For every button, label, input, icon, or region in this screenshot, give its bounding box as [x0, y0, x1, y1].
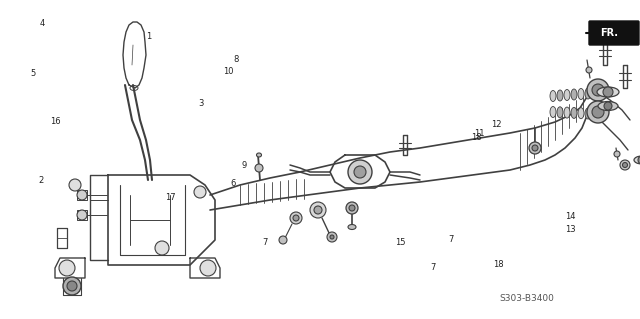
Text: 3: 3: [198, 99, 204, 108]
Ellipse shape: [585, 108, 591, 119]
Text: 8: 8: [234, 55, 239, 63]
Text: FR.: FR.: [600, 28, 618, 38]
Circle shape: [620, 160, 630, 170]
Circle shape: [614, 151, 620, 157]
Text: 14: 14: [565, 212, 575, 221]
Text: 18: 18: [471, 133, 482, 142]
Circle shape: [327, 232, 337, 242]
Ellipse shape: [557, 90, 563, 101]
Circle shape: [623, 162, 627, 167]
Circle shape: [354, 166, 366, 178]
Ellipse shape: [571, 89, 577, 100]
Circle shape: [529, 142, 541, 154]
Circle shape: [293, 215, 299, 221]
Ellipse shape: [634, 156, 640, 164]
Text: 15: 15: [396, 238, 406, 247]
Ellipse shape: [557, 107, 563, 118]
Ellipse shape: [585, 88, 591, 99]
Circle shape: [155, 241, 169, 255]
Text: 16: 16: [50, 117, 61, 126]
Text: 1: 1: [146, 32, 151, 41]
Text: 12: 12: [492, 120, 502, 129]
Ellipse shape: [550, 107, 556, 117]
Ellipse shape: [257, 153, 262, 157]
Circle shape: [587, 79, 609, 101]
Circle shape: [348, 160, 372, 184]
Text: 7: 7: [448, 235, 453, 244]
Text: 10: 10: [223, 67, 233, 76]
Ellipse shape: [598, 101, 618, 110]
Ellipse shape: [592, 108, 598, 119]
Text: 11: 11: [474, 130, 484, 138]
Ellipse shape: [578, 88, 584, 100]
Text: 4: 4: [40, 19, 45, 28]
Circle shape: [638, 156, 640, 164]
Circle shape: [77, 210, 87, 220]
Text: 6: 6: [230, 179, 236, 188]
Circle shape: [592, 84, 604, 96]
Text: 9: 9: [242, 161, 247, 170]
Ellipse shape: [564, 90, 570, 100]
Circle shape: [69, 179, 81, 191]
Circle shape: [587, 101, 609, 123]
Circle shape: [194, 186, 206, 198]
Circle shape: [330, 235, 334, 239]
Text: 18: 18: [493, 260, 504, 269]
Ellipse shape: [578, 108, 584, 119]
Text: 17: 17: [165, 193, 176, 202]
Circle shape: [255, 164, 263, 172]
Text: 13: 13: [565, 225, 576, 234]
Text: 2: 2: [38, 176, 44, 185]
Circle shape: [279, 236, 287, 244]
Circle shape: [346, 202, 358, 214]
Circle shape: [592, 106, 604, 118]
Circle shape: [63, 277, 81, 295]
Circle shape: [67, 281, 77, 291]
Text: S303-B3400: S303-B3400: [499, 294, 554, 303]
Circle shape: [603, 87, 613, 97]
Circle shape: [310, 202, 326, 218]
Ellipse shape: [348, 225, 356, 229]
Circle shape: [290, 212, 302, 224]
Circle shape: [200, 260, 216, 276]
Text: 7: 7: [262, 238, 268, 247]
Ellipse shape: [597, 87, 619, 97]
Text: 7: 7: [431, 263, 436, 272]
Circle shape: [314, 206, 322, 214]
Circle shape: [586, 67, 592, 73]
Ellipse shape: [564, 107, 570, 118]
Ellipse shape: [571, 108, 577, 118]
FancyBboxPatch shape: [589, 21, 639, 45]
Circle shape: [532, 145, 538, 151]
Ellipse shape: [550, 91, 556, 101]
Ellipse shape: [592, 87, 598, 99]
Circle shape: [604, 102, 612, 110]
Circle shape: [349, 205, 355, 211]
Circle shape: [59, 260, 75, 276]
Text: 5: 5: [31, 69, 36, 78]
Circle shape: [77, 190, 87, 200]
